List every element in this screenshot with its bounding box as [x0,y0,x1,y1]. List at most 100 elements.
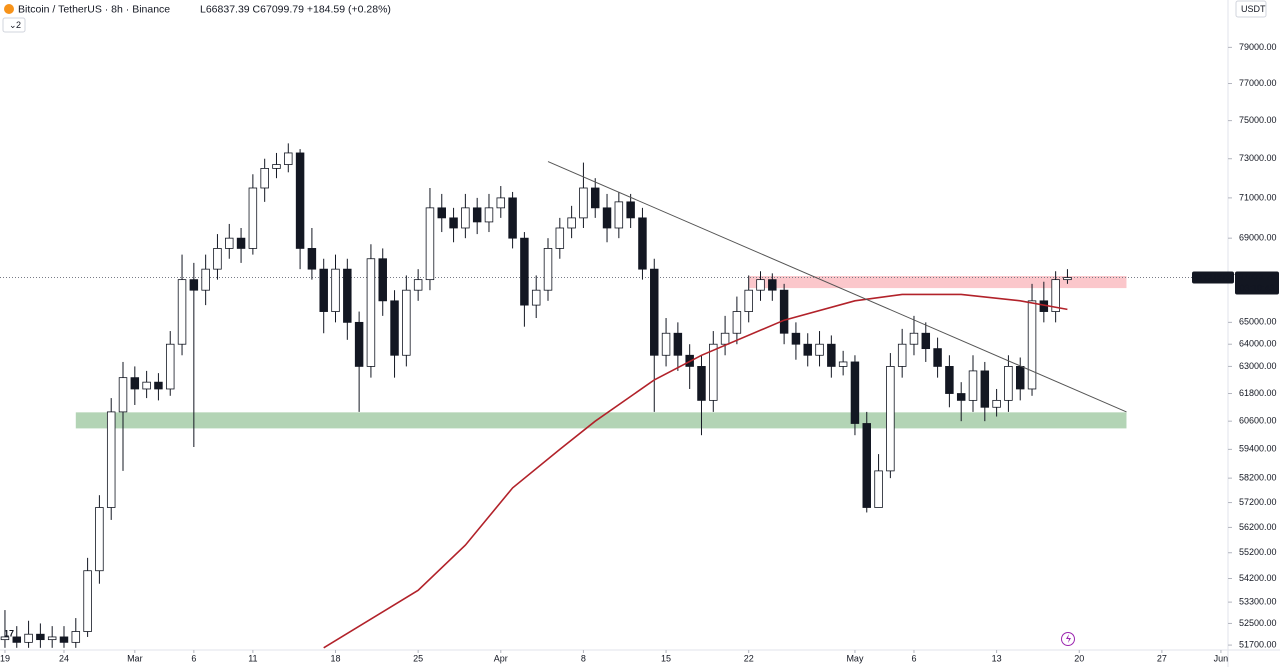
candle-body [732,311,742,334]
candle-body [921,332,931,350]
x-tick-label: 6 [911,653,916,663]
y-tick-label: 64000.00 [1239,339,1277,349]
candle-body [307,248,317,270]
plot-area [0,143,1228,649]
x-tick-label: 13 [992,653,1002,663]
x-tick-label: 8 [581,653,586,663]
candle-body [567,217,576,229]
candle-body [968,370,978,401]
price-zone [75,412,1127,429]
candle-body [236,237,246,249]
candle-body [838,361,848,367]
candle-body [71,631,81,643]
last-price-tag [1235,271,1279,295]
candle-body [543,248,553,291]
x-tick-label: Mar [127,653,143,663]
y-tick-label: 57200.00 [1239,497,1277,507]
y-tick-label: 53300.00 [1239,596,1277,606]
candle-body [83,570,92,632]
candle-body [602,207,612,229]
candle-body [12,636,22,643]
candle-body [1051,279,1060,312]
currency-button[interactable] [1235,0,1267,18]
candle-body [319,268,328,312]
candle-body [154,381,163,390]
y-tick-label: 73000.00 [1239,153,1277,163]
candle-body [768,279,777,291]
x-tick-label: 20 [1074,653,1084,663]
candle-body [496,197,506,209]
candle-body [295,152,305,249]
y-tick-label: 75000.00 [1239,115,1277,125]
candle-body [744,289,753,312]
candle-body [413,279,423,291]
candle-body [354,321,364,367]
candle-body [106,411,116,508]
candle-body [24,633,33,643]
alert-icon[interactable] [1061,632,1075,646]
trendline [547,161,1127,413]
candle-body [909,332,919,345]
y-tick-label: 79000.00 [1239,42,1277,52]
x-tick-label: Apr [494,653,508,663]
tv-logo: 17 [4,628,14,638]
candle-body [520,237,529,306]
y-tick-label: 65000.00 [1239,317,1277,327]
candle-body [803,343,812,356]
candle-body [165,343,175,390]
candle-body [213,248,222,270]
candle-body [272,164,281,169]
candle-body [402,289,411,356]
y-tick-label: 56200.00 [1239,522,1277,532]
symbol-tag-label: BTCUSDT [1192,272,1235,282]
candle-body [1004,366,1013,401]
candle-body [579,187,588,219]
candle-body [390,300,399,356]
candle-body [980,370,990,408]
candle-body [378,258,387,302]
y-tick-label: 61800.00 [1239,388,1277,398]
candle-body [956,393,966,401]
x-tick-label: 6 [191,653,196,663]
indicator-toggle[interactable] [2,17,26,33]
candle-body [142,381,151,390]
candle-body [697,366,706,401]
candle-body [638,217,647,270]
candle-body [36,633,45,641]
candle-body [1063,277,1072,281]
candle-body [555,227,565,249]
candle-body [1015,366,1025,390]
y-tick-label: 71000.00 [1239,192,1277,202]
candle-body [815,343,824,356]
candle-body [177,279,187,345]
y-tick-label: 69000.00 [1239,233,1277,243]
candle-body [661,332,671,356]
candle-body [484,207,494,223]
x-tick-label: 25 [413,653,423,663]
candle-body [992,399,1001,408]
candle-body [260,168,269,189]
candle-body [1027,300,1037,390]
symbol-title: Bitcoin / TetherUS · 8h · Binance [18,3,170,15]
candle-body [897,343,907,367]
x-tick-label: Jun [1214,653,1229,663]
y-tick-label: 51700.00 [1239,639,1277,649]
candle-body [590,187,600,209]
moving-average [323,293,1068,649]
candle-body [756,279,765,291]
x-tick-label: 24 [59,653,69,663]
y-tick-label: 52500.00 [1239,618,1277,628]
candle-body [343,268,352,323]
candle-body [189,279,199,291]
x-tick-label: 11 [248,653,257,663]
candle-body [437,207,446,219]
x-tick-label: 22 [744,653,754,663]
x-tick-label: May [846,653,864,663]
candle-body [225,237,234,249]
price-axis-bg [1228,0,1280,667]
candle-body [118,377,128,413]
candle-body [614,201,624,229]
plot [0,143,1228,649]
candle-body [709,343,718,401]
